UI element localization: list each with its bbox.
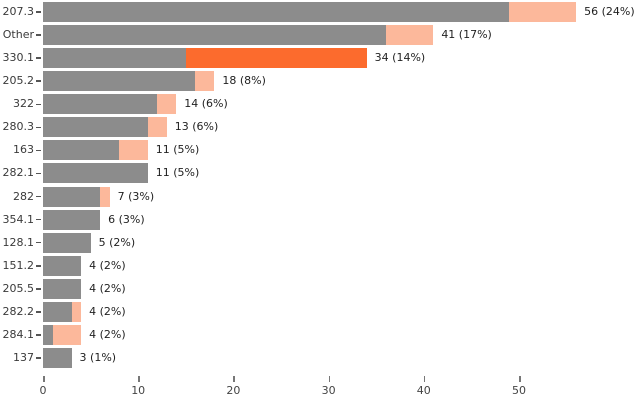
category-label: 354.1 bbox=[2, 212, 35, 226]
value-label: 13 (6%) bbox=[174, 120, 219, 134]
x-axis-tick-label: 40 bbox=[416, 384, 431, 397]
y-axis-tick bbox=[36, 288, 41, 290]
value-label: 7 (3%) bbox=[117, 189, 155, 203]
y-axis-tick bbox=[36, 195, 41, 198]
y-axis-tick bbox=[36, 218, 41, 221]
category-label: 207.3 bbox=[2, 5, 35, 18]
y-axis-tick bbox=[36, 11, 41, 13]
bar-segment-primary bbox=[43, 140, 120, 161]
bar-segment-highlighted bbox=[185, 48, 367, 69]
y-axis-tick bbox=[36, 357, 41, 359]
y-axis-tick bbox=[36, 172, 41, 175]
category-label: 205.5 bbox=[2, 281, 35, 295]
bar-segment-secondary bbox=[509, 2, 577, 22]
bar-segment-primary bbox=[43, 348, 72, 369]
x-axis-tick bbox=[328, 376, 331, 382]
value-label: 18 (8%) bbox=[222, 74, 266, 88]
category-label: 282 bbox=[13, 189, 34, 203]
bar-segment-primary bbox=[43, 255, 82, 276]
y-axis-tick bbox=[36, 241, 41, 244]
value-label: 11 (5%) bbox=[155, 166, 200, 180]
x-axis-tick bbox=[43, 376, 45, 382]
value-label: 34 (14%) bbox=[374, 51, 426, 65]
category-label: 282.2 bbox=[2, 304, 35, 318]
y-axis-tick bbox=[36, 149, 41, 152]
bar-segment-primary bbox=[43, 232, 91, 253]
bar-segment-secondary bbox=[147, 117, 167, 138]
bar-segment-primary bbox=[43, 25, 386, 46]
bar-segment-primary bbox=[43, 186, 101, 207]
x-axis-tick-label: 10 bbox=[131, 384, 146, 397]
x-axis-tick-label: 20 bbox=[226, 384, 241, 397]
bar-segment-primary bbox=[43, 117, 148, 138]
y-axis-tick bbox=[36, 34, 41, 36]
x-axis-tick-label: 50 bbox=[512, 384, 526, 397]
category-label: 137 bbox=[13, 351, 34, 365]
x-axis-tick-label: 30 bbox=[321, 384, 336, 397]
x-axis-tick bbox=[138, 376, 140, 382]
x-axis-tick bbox=[233, 376, 235, 382]
category-label: 163 bbox=[13, 143, 34, 157]
value-label: 4 (2%) bbox=[89, 327, 126, 341]
category-label: 282.1 bbox=[2, 166, 35, 180]
x-axis-tick-label: 0 bbox=[39, 384, 47, 397]
category-label: 205.2 bbox=[2, 74, 35, 88]
bar-segment-primary bbox=[43, 301, 72, 322]
bar-segment-secondary bbox=[52, 324, 82, 345]
category-label: 280.3 bbox=[2, 120, 35, 134]
category-label: 151.2 bbox=[2, 258, 35, 272]
value-label: 4 (2%) bbox=[89, 258, 126, 272]
category-label: 284.1 bbox=[2, 327, 35, 341]
category-label: 322 bbox=[13, 97, 34, 111]
y-axis-tick bbox=[36, 103, 41, 106]
value-label: 4 (2%) bbox=[89, 304, 126, 318]
category-label: 128.1 bbox=[2, 235, 35, 249]
value-label: 6 (3%) bbox=[108, 212, 145, 226]
x-axis-tick bbox=[519, 376, 521, 382]
value-label: 14 (6%) bbox=[184, 97, 228, 111]
bar-segment-primary bbox=[43, 2, 510, 22]
bar-segment-primary bbox=[43, 94, 158, 115]
bar-segment-primary bbox=[43, 278, 82, 299]
y-axis-tick bbox=[36, 311, 41, 313]
value-label: 56 (24%) bbox=[584, 5, 635, 18]
value-label: 41 (17%) bbox=[441, 28, 492, 42]
bar-segment-secondary bbox=[100, 186, 110, 207]
bar-segment-secondary bbox=[71, 301, 82, 322]
value-label: 5 (2%) bbox=[98, 235, 136, 249]
bar-segment-primary bbox=[43, 324, 53, 345]
y-axis-tick bbox=[36, 126, 41, 129]
category-label: Other bbox=[2, 28, 34, 42]
y-axis-tick bbox=[36, 334, 41, 336]
value-label: 11 (5%) bbox=[155, 143, 200, 157]
bar-segment-secondary bbox=[195, 71, 215, 92]
bar-segment-primary bbox=[43, 71, 196, 92]
bar-segment-primary bbox=[43, 163, 148, 184]
category-label: 330.1 bbox=[2, 51, 35, 65]
bar-segment-secondary bbox=[157, 94, 177, 115]
y-axis-tick bbox=[36, 80, 41, 82]
y-axis-tick bbox=[36, 57, 41, 59]
bar-segment-secondary bbox=[385, 25, 434, 46]
bar-segment-primary bbox=[43, 48, 186, 69]
value-label: 3 (1%) bbox=[79, 351, 117, 365]
x-axis-tick bbox=[423, 376, 426, 382]
value-label: 4 (2%) bbox=[89, 281, 126, 295]
y-axis-tick bbox=[36, 265, 41, 267]
bar-segment-secondary bbox=[119, 140, 148, 161]
bar-segment-primary bbox=[43, 209, 101, 230]
